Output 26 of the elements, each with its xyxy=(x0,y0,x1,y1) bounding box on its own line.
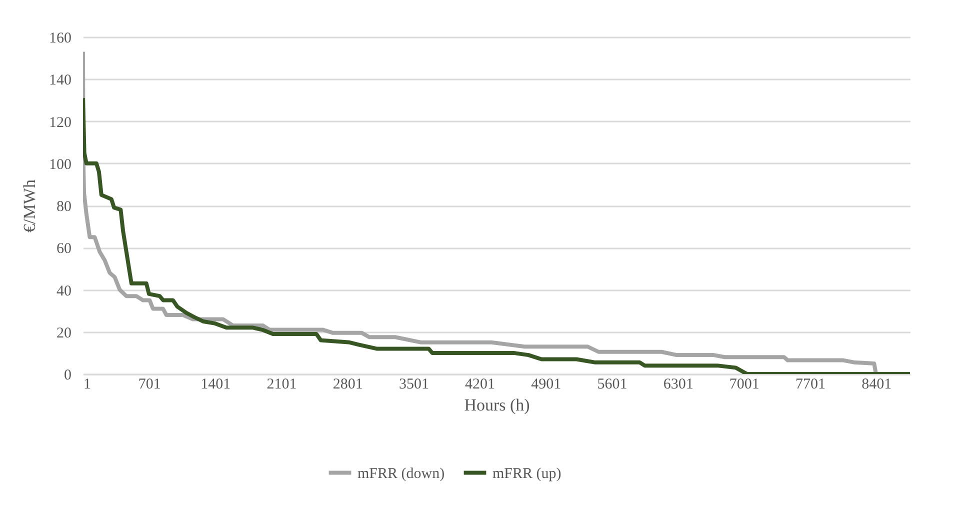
y-tick-label: 140 xyxy=(49,72,72,89)
x-tick-label: 6301 xyxy=(663,376,694,392)
x-tick-label: 7001 xyxy=(729,376,760,392)
y-tick-label: 100 xyxy=(49,156,72,173)
x-tick-label: 4901 xyxy=(531,376,562,392)
y-tick-label: 120 xyxy=(49,114,72,131)
y-tick-label: 60 xyxy=(56,241,72,258)
x-tick-label: 1 xyxy=(84,376,91,392)
x-tick-label: 3501 xyxy=(398,376,429,392)
legend-label: mFRR (up) xyxy=(492,466,562,482)
x-tick-label: 701 xyxy=(138,376,161,392)
y-tick-label: 20 xyxy=(56,325,72,342)
x-tick-label: 7701 xyxy=(796,376,826,392)
y-tick-label: 0 xyxy=(64,368,72,384)
x-tick-label: 8401 xyxy=(862,376,892,392)
y-tick-label: 40 xyxy=(56,283,72,300)
x-tick-label: 1401 xyxy=(200,376,231,392)
y-axis-title: €/MWh xyxy=(20,179,39,232)
x-tick-label: 2101 xyxy=(266,376,297,392)
x-tick-label: 5601 xyxy=(597,376,628,392)
y-tick-label: 160 xyxy=(49,30,72,46)
x-tick-label: 4201 xyxy=(465,376,496,392)
y-tick-label: 80 xyxy=(56,199,72,215)
x-tick-label: 2801 xyxy=(332,376,363,392)
x-axis-title: Hours (h) xyxy=(464,396,530,414)
legend-label: mFRR (down) xyxy=(358,466,445,482)
